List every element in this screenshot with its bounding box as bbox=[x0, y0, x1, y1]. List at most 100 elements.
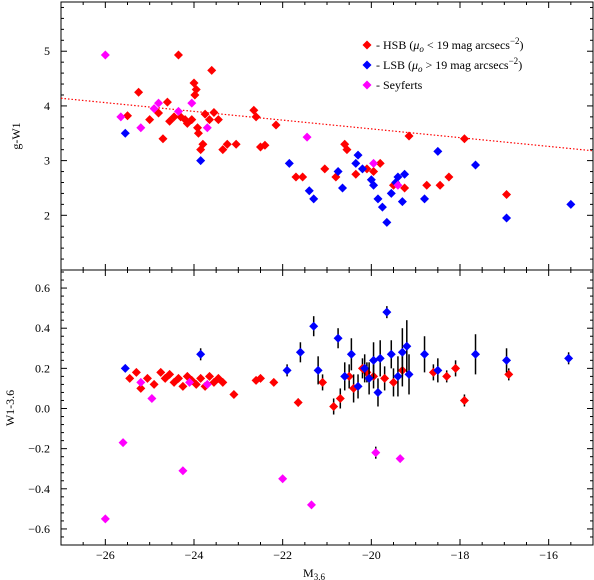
hsb-point bbox=[169, 112, 179, 122]
hsb-point bbox=[173, 50, 183, 60]
lsb-point bbox=[284, 158, 294, 168]
lsb-point bbox=[566, 199, 576, 209]
lsb-point bbox=[502, 355, 512, 365]
seyferts-point bbox=[147, 393, 157, 403]
hsb-point bbox=[145, 115, 155, 125]
hsb-point bbox=[173, 373, 183, 383]
x-tick-label: −24 bbox=[185, 548, 204, 562]
seyferts-point bbox=[395, 454, 405, 464]
lsb-point bbox=[333, 167, 343, 177]
lsb-point bbox=[282, 365, 292, 375]
hsb-point bbox=[404, 131, 414, 141]
bottom-points bbox=[100, 306, 574, 524]
hsb-point bbox=[209, 107, 219, 117]
y-tick-label: −0.2 bbox=[28, 442, 50, 456]
lsb-point bbox=[386, 188, 396, 198]
lsb-point bbox=[375, 353, 385, 363]
seyferts-point bbox=[393, 180, 403, 190]
seyferts-point bbox=[116, 112, 126, 122]
hsb-point bbox=[502, 190, 512, 200]
lsb-point bbox=[402, 341, 412, 351]
x-tick-label: −26 bbox=[96, 548, 115, 562]
lsb-point bbox=[397, 197, 407, 207]
lsb-point bbox=[369, 180, 379, 190]
hsb-point bbox=[351, 169, 361, 179]
bottom-ticks: −0.6 −0.4 −0.2 0.0 0.2 0.4 0.6 bbox=[28, 270, 594, 546]
x-tick-label: −16 bbox=[539, 548, 558, 562]
lsb-point bbox=[386, 349, 396, 359]
lsb-point bbox=[382, 307, 392, 317]
hsb-point bbox=[218, 377, 228, 387]
seyferts-point bbox=[154, 98, 164, 108]
hsb-point bbox=[435, 180, 445, 190]
hsb-point bbox=[504, 369, 514, 379]
lsb-point bbox=[309, 194, 319, 204]
y-tick-label: 2 bbox=[44, 208, 50, 222]
bottom-panel: −0.6 −0.4 −0.2 0.0 0.2 0.4 0.6 W1-3.6 bbox=[3, 269, 594, 546]
y-tick-label: −0.4 bbox=[28, 482, 50, 496]
fit-line bbox=[61, 97, 593, 152]
hsb-point bbox=[335, 393, 345, 403]
bottom-panel-frame bbox=[60, 269, 594, 546]
lsb-point bbox=[313, 365, 323, 375]
hsb-point bbox=[318, 377, 328, 387]
hsb-point bbox=[205, 371, 215, 381]
legend: - HSB (μo < 19 mag arcsecs−2) - LSB (μo >… bbox=[362, 36, 524, 92]
seyferts-point bbox=[149, 104, 159, 114]
seyferts-point bbox=[178, 466, 188, 476]
hsb-point bbox=[131, 367, 141, 377]
seyferts-point bbox=[278, 474, 288, 484]
hsb-point bbox=[229, 389, 239, 399]
hsb-point bbox=[400, 183, 410, 193]
lsb-point bbox=[369, 355, 379, 365]
y-tick-label: 0.2 bbox=[35, 361, 50, 375]
lsb-point bbox=[393, 172, 403, 182]
hsb-point bbox=[260, 140, 270, 150]
hsb-point bbox=[251, 112, 261, 122]
x-axis-label: M3.6 bbox=[303, 566, 325, 580]
hsb-point bbox=[389, 377, 398, 387]
hsb-point bbox=[444, 172, 454, 182]
legend-label-seyferts: - Seyferts bbox=[376, 78, 423, 92]
lsb-point bbox=[400, 169, 410, 179]
lsb-point bbox=[351, 158, 361, 168]
lsb-point bbox=[340, 371, 350, 381]
hsb-point bbox=[380, 373, 390, 383]
lsb-point bbox=[295, 347, 305, 357]
hsb-point bbox=[291, 172, 301, 182]
hsb-point bbox=[156, 367, 166, 377]
lsb-point bbox=[353, 150, 363, 160]
lsb-point bbox=[364, 373, 374, 383]
y-tick-label: 3 bbox=[44, 154, 50, 168]
lsb-point bbox=[333, 333, 343, 343]
seyferts-point bbox=[371, 448, 381, 458]
legend-marker-lsb bbox=[362, 60, 372, 70]
hsb-point bbox=[375, 158, 385, 168]
lsb-point bbox=[471, 349, 481, 359]
hsb-point bbox=[158, 134, 168, 144]
y-tick-label: 0.4 bbox=[35, 321, 50, 335]
legend-marker-hsb bbox=[362, 40, 372, 50]
hsb-point bbox=[320, 164, 330, 174]
bottom-y-axis-label: W1-3.6 bbox=[3, 390, 17, 426]
hsb-point bbox=[271, 120, 281, 130]
seyferts-point bbox=[118, 438, 128, 448]
lsb-point bbox=[382, 217, 392, 227]
y-tick-label: 0.6 bbox=[35, 281, 50, 295]
legend-label-hsb: - HSB (μo < 19 mag arcsecs−2) bbox=[376, 36, 524, 54]
hsb-point bbox=[149, 379, 159, 389]
seyferts-point bbox=[136, 123, 146, 133]
lsb-point bbox=[564, 353, 574, 363]
seyferts-point bbox=[302, 132, 312, 142]
lsb-point bbox=[120, 363, 130, 373]
top-ticks: 2 3 4 5 bbox=[44, 2, 594, 271]
hsb-point bbox=[269, 377, 279, 387]
hsb-point bbox=[191, 85, 201, 95]
hsb-point bbox=[162, 97, 172, 107]
hsb-point bbox=[205, 115, 215, 125]
seyferts-point bbox=[187, 98, 197, 108]
x-tick-labels: −26 −24 −22 −20 −18 −16 bbox=[96, 548, 558, 562]
hsb-point bbox=[329, 401, 339, 411]
